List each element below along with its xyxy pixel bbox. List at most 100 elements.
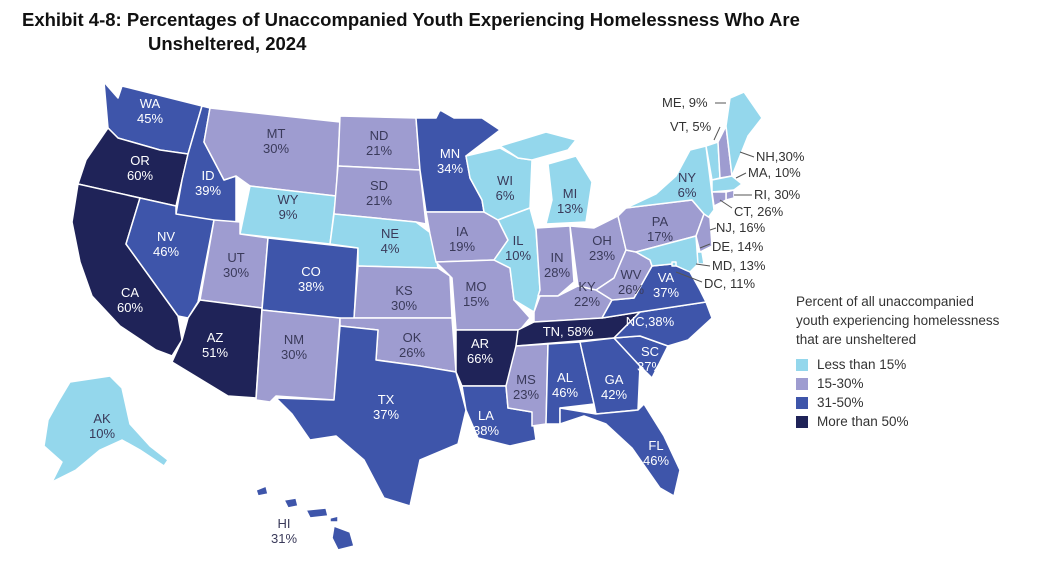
legend-item-gt50: More than 50% [796,412,1046,431]
state-value-tx: 37% [373,407,399,422]
legend-title-line-3: that are unsheltered [796,332,917,347]
state-label-va: VA [658,270,675,285]
state-value-ne: 4% [381,241,400,256]
legend-label-gt50: More than 50% [817,414,909,429]
state-HI3 [305,507,329,519]
state-value-or: 60% [127,168,153,183]
state-value-pa: 17% [647,229,673,244]
state-value-nm: 30% [281,347,307,362]
state-value-oh: 23% [589,248,615,263]
state-value-nv: 46% [153,244,179,259]
callout-label-ri: RI, 30% [754,187,801,202]
callout-leaders [675,102,755,283]
legend-swatch-lt15 [796,358,808,371]
state-label-ar: AR [471,336,489,351]
state-value-ia: 19% [449,239,475,254]
state-HI5 [331,525,355,551]
callout-label-md: MD, 13% [712,258,766,273]
state-value-mo: 15% [463,294,489,309]
state-MI [545,155,593,225]
state-label-ut: UT [227,250,244,265]
state-label-ok: OK [403,330,422,345]
state-label-pa: PA [652,214,669,229]
state-label-ga: GA [605,372,624,387]
state-label-il: IL [513,233,524,248]
state-CT [711,191,727,207]
legend-label-lt15: Less than 15% [817,357,907,372]
title-line-2: Unsheltered, 2024 [148,33,307,54]
state-label-oh: OH [592,233,612,248]
state-label-ny: NY [678,170,696,185]
state-value-ga: 42% [601,387,627,402]
state-value-ks: 30% [391,298,417,313]
state-MD [635,235,699,273]
state-label-mi: MI [563,186,577,201]
callout-label-nj: NJ, 16% [716,220,766,235]
state-label-in: IN [551,250,564,265]
legend-label-31-50: 31-50% [817,395,864,410]
legend-item-lt15: Less than 15% [796,355,1046,374]
state-HI1 [255,485,269,497]
state-label-nm: NM [284,332,304,347]
state-value-il: 10% [505,248,531,263]
state-label-wy: WY [278,192,299,207]
state-value-mi: 13% [557,201,583,216]
legend-item-31-50: 31-50% [796,393,1046,412]
callout-label-ct: CT, 26% [734,204,784,219]
state-IL [493,207,541,313]
state-RI [725,189,735,201]
state-value-mt: 30% [263,141,289,156]
state-value-sc: 37% [637,359,663,374]
state-value-ca: 60% [117,300,143,315]
callout-label-me: ME, 9% [662,95,708,110]
state-label-tx: TX [378,392,395,407]
state-DC [671,261,677,267]
state-KS [353,265,453,319]
state-FL [559,403,681,497]
state-label-tn: TN, 58% [543,324,594,339]
state-label-fl: FL [648,438,663,453]
legend-label-15-30: 15-30% [817,376,864,391]
state-label-ia: IA [456,224,469,239]
exhibit-title: Exhibit 4-8: Percentages of Unaccompanie… [22,8,922,56]
legend-title-line-2: youth experiencing homelessness [796,313,1000,328]
state-value-co: 38% [298,279,324,294]
state-value-ut: 30% [223,265,249,280]
state-label-nc: NC,38% [626,314,675,329]
state-label-or: OR [130,153,150,168]
map-legend: Percent of all unaccompanied youth exper… [796,292,1046,431]
state-value-al: 46% [552,385,578,400]
state-label-la: LA [478,408,494,423]
state-HI4 [329,515,339,523]
legend-title: Percent of all unaccompanied youth exper… [796,292,1046,349]
state-value-az: 51% [202,345,228,360]
state-SD [333,165,427,225]
state-value-mn: 34% [437,161,463,176]
legend-item-15-30: 15-30% [796,374,1046,393]
state-label-nd: ND [370,128,389,143]
state-value-ms: 23% [513,387,539,402]
state-label-ak: AK [93,411,111,426]
state-value-ky: 22% [574,294,600,309]
state-label-mn: MN [440,146,460,161]
state-TX [275,325,467,507]
state-label-sc: SC [641,344,659,359]
state-label-ne: NE [381,226,399,241]
state-label-sd: SD [370,178,388,193]
callout-label-nh: NH,30% [756,149,805,164]
state-HI2 [283,497,299,509]
state-label-id: ID [202,168,215,183]
state-NJ [695,213,713,253]
state-label-mt: MT [267,126,286,141]
legend-swatch-gt50 [796,415,808,428]
state-value-wy: 9% [279,207,298,222]
state-label-ca: CA [121,285,139,300]
state-value-wa: 45% [137,111,163,126]
state-value-wi: 6% [496,188,515,203]
state-value-sd: 21% [366,193,392,208]
state-MA [711,175,743,193]
state-value-in: 28% [544,265,570,280]
state-label-nv: NV [157,229,175,244]
state-label-wv: WV [621,267,642,282]
